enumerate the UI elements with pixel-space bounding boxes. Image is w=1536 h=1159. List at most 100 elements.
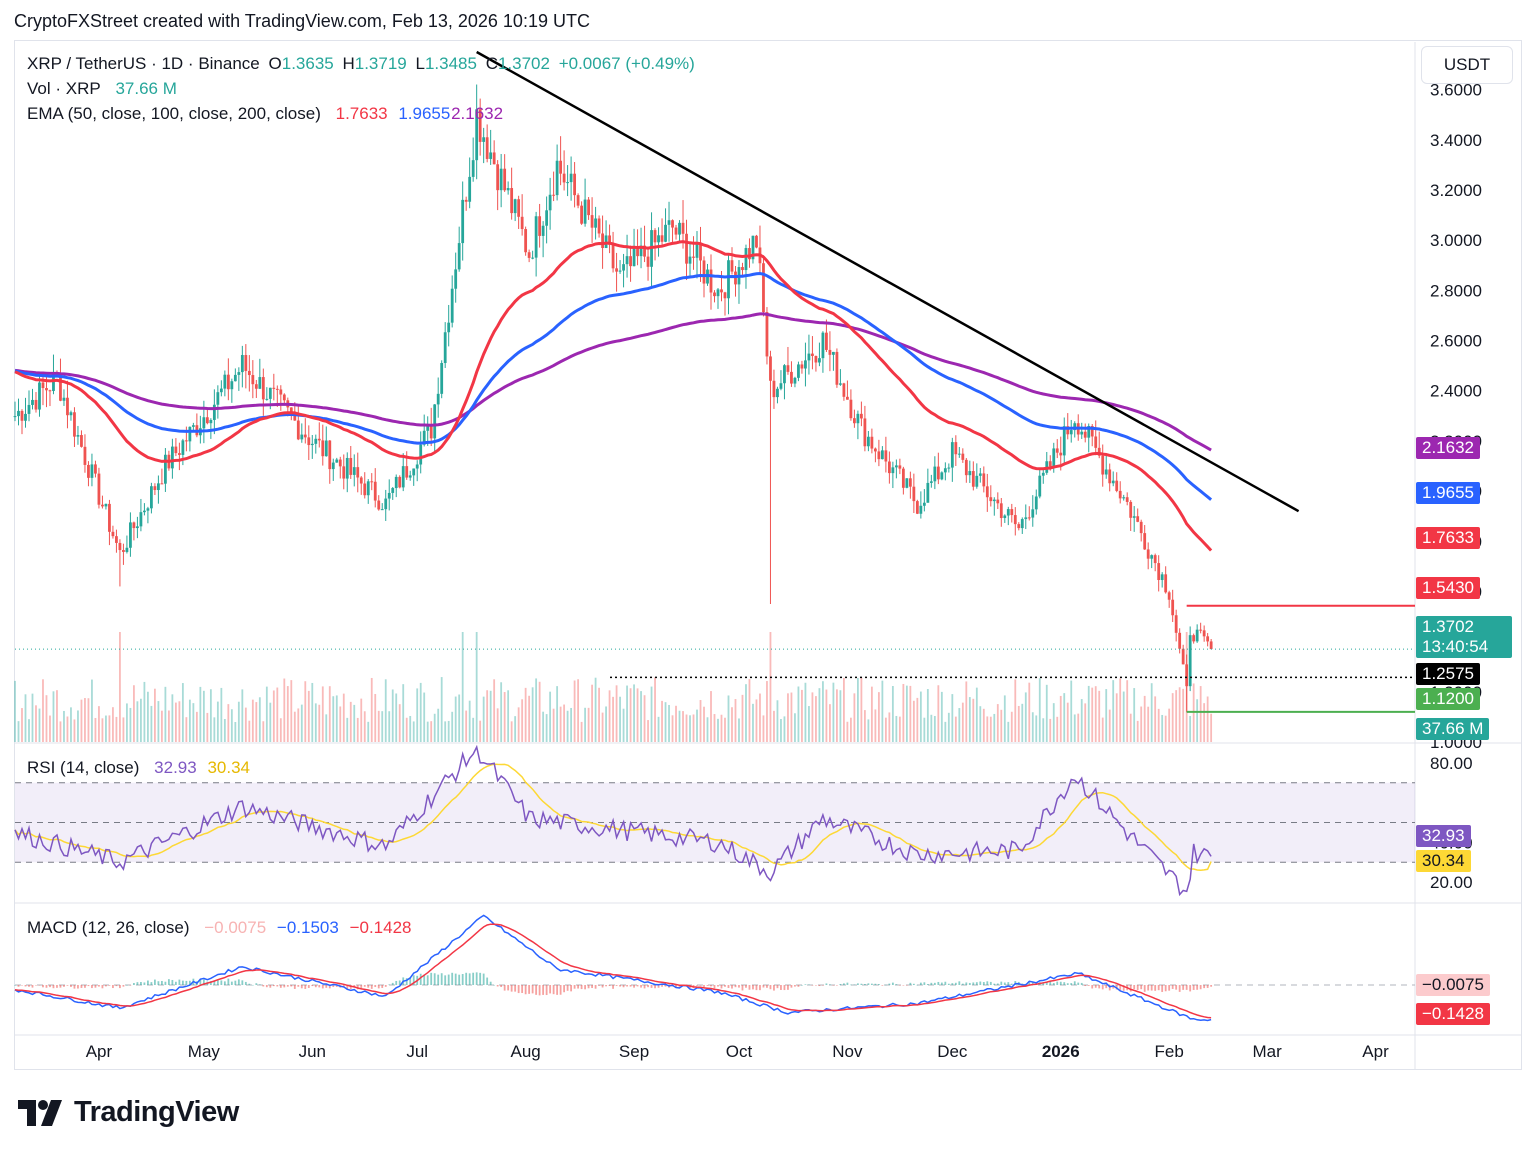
candle-body — [520, 216, 524, 230]
volume-bar — [140, 698, 142, 742]
candle-body — [765, 312, 769, 357]
candle-body — [342, 466, 346, 479]
volume-bar — [535, 678, 538, 742]
volume-bar — [636, 688, 639, 742]
currency-unit-button[interactable]: USDT — [1421, 46, 1513, 84]
macd-histogram-bar — [307, 985, 310, 988]
candle-body — [622, 264, 625, 271]
macd-histogram-bar — [1196, 985, 1199, 990]
volume-bar — [521, 699, 524, 742]
volume-bar — [587, 707, 590, 742]
candle-body — [1118, 490, 1122, 499]
candle-body — [468, 176, 472, 202]
candle-body — [282, 394, 286, 401]
volume-bar — [181, 683, 184, 742]
macd-histogram-bar — [965, 982, 968, 985]
macd-histogram-bar — [38, 985, 41, 986]
volume-bar — [28, 719, 30, 742]
volume-bar — [349, 701, 352, 742]
candle-body — [296, 420, 300, 440]
macd-histogram-bar — [468, 973, 471, 985]
support-tag: 1.1200 — [1416, 688, 1480, 710]
volume-bar — [192, 703, 195, 742]
macd-histogram-bar — [1119, 985, 1122, 991]
candle-body — [1132, 516, 1136, 518]
candle-body — [513, 199, 517, 214]
tradingview-logo[interactable]: TradingView — [18, 1096, 239, 1129]
time-axis-label: Aug — [511, 1042, 541, 1061]
candle-body — [877, 451, 881, 460]
candle-body — [922, 502, 926, 506]
candle-body — [101, 504, 104, 507]
macd-histogram-bar — [14, 985, 16, 986]
candle-body — [713, 292, 716, 297]
price-tick-label: 2.6000 — [1430, 332, 1482, 351]
macd-histogram-bar — [741, 985, 744, 991]
macd-histogram-bar — [430, 972, 433, 985]
volume-bar — [500, 682, 503, 742]
candle-body — [1125, 497, 1129, 502]
ema50-tag: 1.7633 — [1416, 527, 1480, 549]
volume-bar — [584, 707, 586, 742]
candle-body — [839, 383, 842, 385]
macd-histogram-bar — [1087, 985, 1090, 986]
macd-histogram-bar — [993, 983, 996, 985]
candle-body — [797, 364, 800, 378]
volume-bar — [622, 708, 625, 742]
candle-body — [45, 388, 48, 391]
macd-histogram-bar — [580, 985, 583, 990]
macd-histogram-bar — [577, 985, 579, 989]
macd-histogram-bar — [867, 983, 870, 985]
macd-histogram-bar — [1073, 981, 1076, 985]
macd-histogram-bar — [21, 985, 23, 986]
macd-histogram-bar — [49, 985, 51, 988]
volume-bar — [213, 717, 216, 742]
candle-body — [859, 413, 863, 419]
candle-body — [908, 478, 912, 487]
volume-bar — [147, 691, 149, 742]
ema200-tag: 2.1632 — [1416, 437, 1480, 459]
candle-body — [108, 503, 111, 532]
candle-body — [338, 459, 342, 467]
macd-histogram-bar — [101, 985, 104, 989]
volume-bar — [223, 718, 226, 742]
candle-body — [499, 168, 503, 191]
macd-histogram-bar — [1084, 985, 1087, 987]
volume-bar — [437, 708, 440, 742]
candle-body — [772, 380, 776, 398]
macd-histogram-bar — [80, 985, 83, 988]
candle-body — [783, 365, 786, 384]
time-axis-label: May — [188, 1042, 221, 1061]
volume-bar — [965, 681, 968, 742]
candle-body — [261, 377, 265, 400]
volume-bar — [1143, 695, 1146, 742]
candle-body — [849, 399, 853, 419]
macd-histogram-bar — [678, 985, 681, 988]
volume-bar — [405, 717, 408, 742]
volume-bar — [1182, 688, 1185, 742]
macd-histogram-bar — [94, 985, 97, 988]
candle-body — [793, 377, 797, 384]
macd-histogram-bar — [35, 985, 37, 986]
macd-histogram-bar — [951, 983, 954, 985]
macd-histogram-bar — [28, 985, 30, 987]
price-tick-label: 2.8000 — [1430, 281, 1482, 300]
volume-bar — [594, 677, 597, 742]
volume-bar — [741, 694, 744, 742]
volume-bar — [710, 691, 712, 742]
volume-bar — [797, 686, 800, 742]
candle-body — [1017, 524, 1021, 529]
volume-bar — [1010, 711, 1013, 742]
candle-body — [1097, 447, 1101, 456]
volume-bar — [1084, 703, 1087, 742]
candle-body — [954, 442, 958, 455]
candle-body — [300, 434, 304, 440]
macd-histogram-bar — [1150, 985, 1153, 991]
ema100-value: 1.9655 — [398, 104, 451, 123]
macd-histogram-bar — [335, 985, 338, 987]
candle-body — [720, 289, 723, 293]
volume-bar — [1091, 687, 1094, 742]
volume-bar — [696, 709, 698, 742]
candle-body — [83, 446, 87, 465]
macd-histogram-bar — [510, 985, 513, 992]
